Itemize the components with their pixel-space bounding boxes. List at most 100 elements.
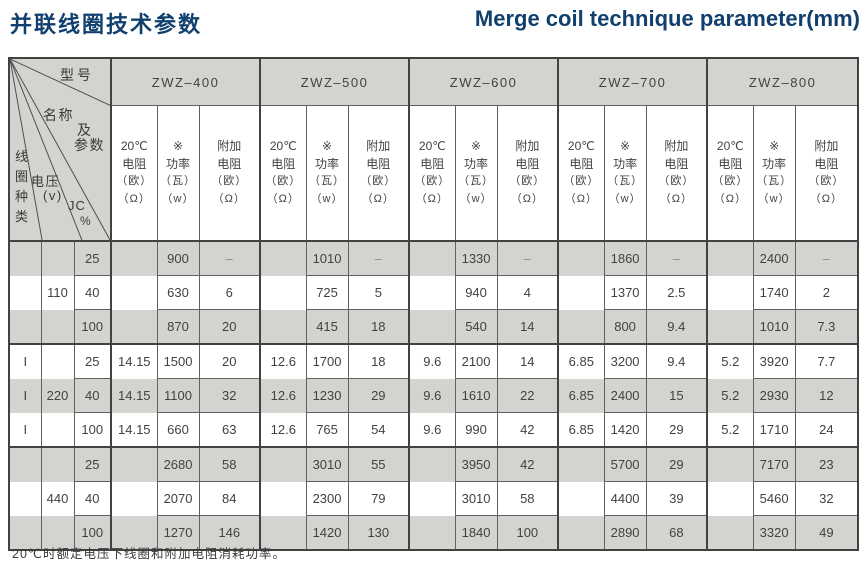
cell-extra: 6 [198,275,261,310]
cell-res20 [259,446,307,482]
cell-power: 2890 [603,515,647,551]
power-header-line: 功率 [613,156,638,171]
table-row: 100 1270 146 1420 130 1840 100 2890 68 3320 49 [8,515,859,551]
cell-coil-type [8,309,41,344]
cell-power: 990 [454,412,498,448]
cell-jc: 25 [73,240,112,276]
extra-header-line: （Ω） [212,192,246,205]
extra-header-line: 附加 [366,139,391,153]
cell-power: 800 [603,309,647,345]
cell-res20 [408,481,456,516]
cell-power: 900 [156,240,200,276]
res-header-line: （Ω） [117,192,151,205]
res-header-line: （Ω） [713,192,747,205]
cell-res20 [259,515,307,550]
res-header-line: （欧） [712,175,749,187]
res-header-line: 20℃ [567,139,595,153]
cell-extra: 4 [496,275,559,310]
cell-extra: 58 [198,446,261,482]
cell-extra: 55 [347,446,410,482]
cell-extra: 32 [794,481,859,516]
cell-voltage [40,515,74,550]
extra-header-line: 附加 [217,139,242,153]
res-header-line: 20℃ [418,139,446,153]
cell-extra: 24 [794,412,859,448]
coil-type-char: 种 [15,189,30,204]
cell-extra: 49 [794,515,859,551]
cell-power: 1010 [305,240,349,276]
sub-header-row: 20℃ 电阻 （欧） （Ω） ※ 功率 （瓦） （w） 附加 电阻 （欧） （Ω） 20℃ 电阻 （欧） （Ω… [9,105,859,242]
table-row: I 100 14.15 660 63 12.6 765 54 9.6 990 42 6.85 1420 2… [8,412,859,448]
res-header-line: （欧） [265,175,302,187]
cell-res20: 5.2 [706,378,754,413]
cell-power: 1230 [305,378,349,413]
power-header: ※ 功率 （瓦） （w） [454,105,498,242]
table-row: 25 900–1010–1330–1860–2400– [8,240,859,276]
res-header: 20℃ 电阻 （欧） （Ω） [110,105,158,242]
res-header-line: （欧） [414,175,451,187]
cell-res20 [408,275,456,310]
cell-res20 [110,446,158,482]
power-header-line: （w） [310,192,344,205]
cell-extra: 12 [794,378,859,413]
cell-extra: 68 [645,515,708,551]
cell-power: 540 [454,309,498,345]
model-header-row: 型号 名称 及 参数 线 圈 种 类 电压 (v) JC % ZWZ–400 ZW… [8,58,859,242]
cell-jc: 40 [73,275,112,310]
cell-res20: 6.85 [557,412,605,447]
cell-power: 1330 [454,240,498,276]
cell-res20 [259,309,307,344]
cell-res20 [110,481,158,516]
cell-extra: 7.3 [794,309,859,345]
extra-header-line: （Ω） [361,192,395,205]
cell-extra: 20 [198,343,261,379]
cell-extra: 2 [794,275,859,310]
res-header-line: （Ω） [266,192,300,205]
cell-power: 1370 [603,275,647,310]
cell-res20 [110,515,158,550]
extra-header: 附加 电阻 （欧） （Ω） [347,105,410,242]
extra-header-line: （Ω） [510,192,544,205]
power-header-line: （瓦） [458,175,495,187]
cell-power: 725 [305,275,349,310]
cell-extra: 9.4 [645,309,708,345]
power-header-line: 功率 [166,156,191,171]
cell-res20: 14.15 [110,343,158,379]
cell-extra: – [496,240,559,276]
cell-power: 1740 [752,275,796,310]
extra-header-line: 电阻 [664,156,689,171]
cell-jc: 25 [73,446,112,482]
model-header: ZWZ–400 [110,58,261,106]
cell-voltage: 220 [40,378,74,413]
cell-res20 [557,446,605,482]
corner-label-params: 参数 [74,137,105,153]
cell-extra: – [645,240,708,276]
cell-power: 2680 [156,446,200,482]
res-header-line: （Ω） [564,192,598,205]
cell-extra: 20 [198,309,261,345]
cell-extra: 14 [496,343,559,379]
extra-header-line: （欧） [509,175,546,187]
extra-header-line: （欧） [658,175,695,187]
power-header-line: （w） [608,192,642,205]
cell-power: 1010 [752,309,796,345]
power-header-line: 功率 [315,156,340,171]
res-header-line: （欧） [116,175,153,187]
extra-header-line: 附加 [515,139,540,153]
cell-power: 2400 [752,240,796,276]
cell-res20: 5.2 [706,412,754,447]
table-row: 440 40 2070 84 2300 79 3010 58 4400 39 5460 32 [8,481,859,516]
cell-power: 415 [305,309,349,345]
extra-header-line: （Ω） [659,192,693,205]
cell-extra: 84 [198,481,261,516]
res-header-line: 电阻 [718,156,743,171]
cell-extra: 42 [496,412,559,448]
cell-power: 1100 [156,378,200,413]
table-row: 25 2680 58 3010 55 3950 42 5700 29 7170 23 [8,446,859,482]
coil-type-char: 圈 [15,169,30,184]
cell-extra: 146 [198,515,261,551]
power-header-line: ※ [471,139,482,153]
cell-power: 5700 [603,446,647,482]
footnote: 20℃时额定电压下线圈和附加电阻消耗功率。 [12,547,286,561]
extra-header: 附加 电阻 （欧） （Ω） [198,105,261,242]
